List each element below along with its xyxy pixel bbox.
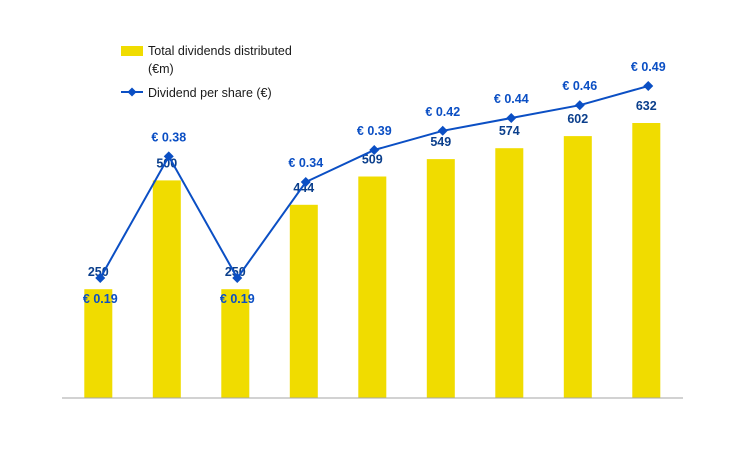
line-marker-6 bbox=[437, 125, 448, 136]
bar-label-6: 549 bbox=[430, 135, 451, 149]
bar-8 bbox=[563, 136, 592, 398]
legend-label-line: Dividend per share (€) bbox=[148, 86, 272, 100]
line-label-7: € 0.44 bbox=[494, 92, 529, 106]
legend-swatch-bar bbox=[121, 46, 143, 56]
line-marker-2 bbox=[163, 151, 174, 162]
bar-7 bbox=[495, 148, 524, 398]
line-label-8: € 0.46 bbox=[562, 79, 597, 93]
bar-1 bbox=[84, 289, 113, 398]
line-marker-5 bbox=[369, 145, 380, 155]
line-label-5: € 0.39 bbox=[357, 124, 392, 138]
line-label-3: € 0.19 bbox=[220, 292, 255, 306]
bar-6 bbox=[426, 159, 455, 398]
bar-5 bbox=[358, 176, 387, 398]
bar-label-9: 632 bbox=[636, 99, 657, 113]
legend-swatch-marker bbox=[127, 87, 137, 97]
line-label-6: € 0.42 bbox=[425, 105, 460, 119]
bar-label-7: 574 bbox=[499, 124, 520, 138]
chart-legend: Total dividends distributed (€m) Dividen… bbox=[121, 44, 292, 100]
bar-label-5: 509 bbox=[362, 153, 383, 167]
line-marker-7 bbox=[506, 113, 517, 123]
bar-label-1: 250 bbox=[88, 265, 109, 279]
line-label-9: € 0.49 bbox=[631, 60, 666, 74]
line-marker-9 bbox=[643, 81, 654, 91]
line-data-labels: € 0.19 € 0.38 € 0.19 € 0.34 € 0.39 € 0.42 € 0.… bbox=[83, 60, 666, 306]
bar-3 bbox=[221, 289, 250, 398]
legend-label-bar-line-1: Total dividends distributed bbox=[148, 44, 292, 58]
line-marker-1 bbox=[95, 273, 106, 283]
line-label-4: € 0.34 bbox=[288, 156, 323, 170]
legend-label-bar-line-2: (€m) bbox=[148, 62, 174, 76]
line-marker-8 bbox=[574, 100, 585, 111]
bar-2 bbox=[152, 180, 181, 398]
line-series bbox=[95, 81, 654, 283]
line-marker-4 bbox=[300, 177, 311, 187]
line-marker-3 bbox=[232, 273, 243, 283]
bar-label-8: 602 bbox=[567, 112, 588, 126]
bar-label-2: 500 bbox=[156, 156, 177, 170]
line-label-2: € 0.38 bbox=[151, 130, 186, 144]
bar-9 bbox=[632, 123, 661, 398]
bar-4 bbox=[289, 204, 318, 398]
line-label-1: € 0.19 bbox=[83, 292, 118, 306]
bar-series bbox=[84, 123, 661, 398]
bar-label-3: 250 bbox=[225, 265, 246, 279]
